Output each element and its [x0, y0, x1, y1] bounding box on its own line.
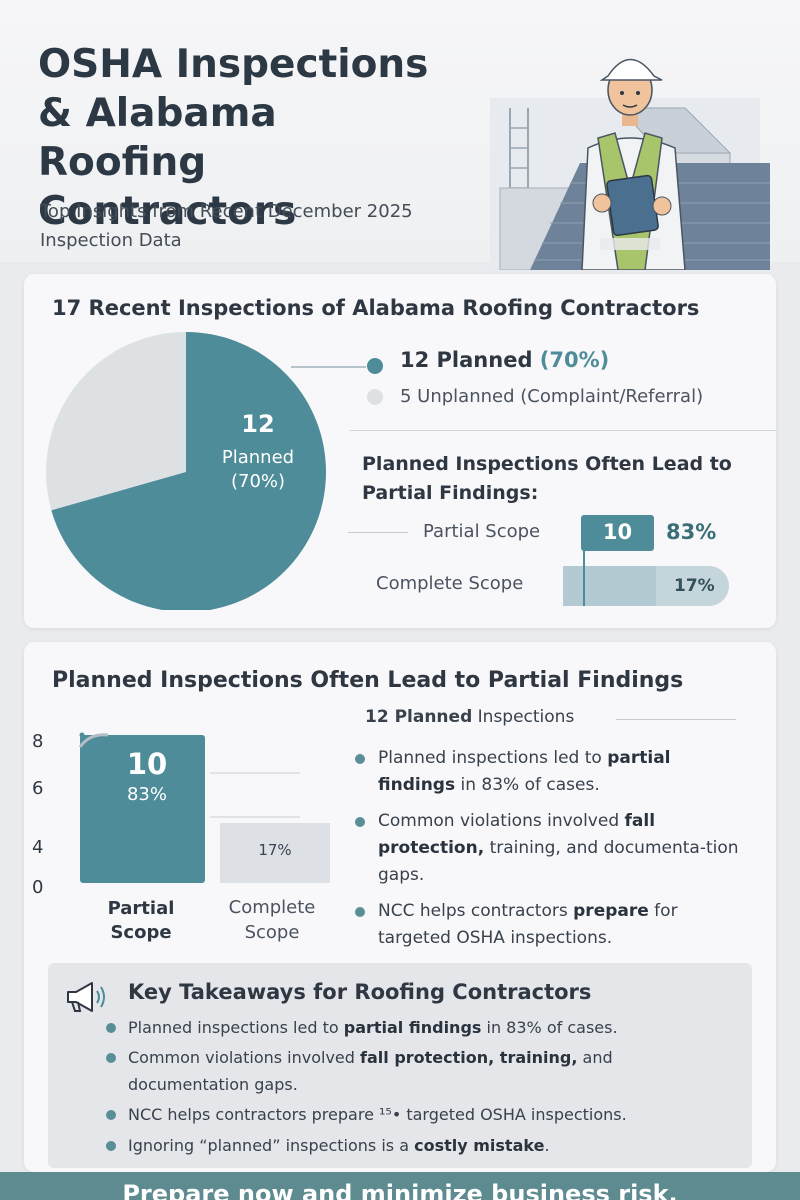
- section1-title: 17 Recent Inspections of Alabama Roofing…: [52, 296, 700, 320]
- takeaway-item-3: NCC helps contractors prepare ¹⁵• target…: [128, 1105, 627, 1124]
- bar-value-partial: 10: [127, 747, 167, 781]
- takeaway-item-2: Common violations involved fall protecti…: [128, 1048, 613, 1094]
- bullet-dot: [355, 817, 365, 827]
- bar-chart-grid: [210, 772, 300, 818]
- section2-bullet-1: Planned inspections led to partial findi…: [378, 748, 671, 795]
- footer-banner: Prepare now and minimize business risk.: [0, 1172, 800, 1200]
- pie-slice-unplanned: [45, 332, 186, 511]
- bar-label-complete: Complete Scope: [376, 573, 524, 594]
- partial-findings-subheading: Planned Inspections Often Lead to Partia…: [362, 453, 732, 504]
- y-tick-label: 4: [32, 837, 43, 858]
- divider: [350, 430, 776, 431]
- bar-partial-value: 10: [602, 520, 633, 544]
- section2-bullet-3: NCC helps contractors prepare for target…: [378, 901, 678, 948]
- legend-planned: 12 Planned (70%): [400, 348, 610, 372]
- planned-count-rule: [616, 719, 736, 720]
- bar-partial-scope: [581, 515, 654, 551]
- bar-chart-ticks: 0 4 6 8: [32, 731, 43, 898]
- y-tick-label: 0: [32, 877, 43, 898]
- bar-label-partial: Partial Scope: [423, 521, 541, 542]
- pie-percent-label: (70%): [231, 471, 285, 492]
- roofing-worker-illustration: [490, 58, 770, 270]
- bar-rule: [348, 532, 408, 533]
- bar-xlabel-complete-line2: Scope: [245, 922, 300, 943]
- bullet-dot: [106, 1023, 116, 1033]
- bullet-dot: [355, 907, 365, 917]
- y-tick-label: 6: [32, 778, 43, 799]
- megaphone-icon: [67, 982, 105, 1012]
- takeaways-title: Key Takeaways for Roofing Contractors: [128, 980, 592, 1004]
- bar-tick: [583, 548, 585, 606]
- bar-pct-complete: 17%: [258, 841, 291, 859]
- key-takeaways-box: [48, 963, 752, 1168]
- bar-xlabel-partial-line2: Scope: [110, 922, 171, 943]
- pie-category-label: Planned: [222, 447, 294, 468]
- y-tick-label: 8: [32, 731, 43, 752]
- bar-complete-scope: [563, 566, 656, 606]
- legend-dot-unplanned: [367, 389, 383, 405]
- page-subtitle: Top Insights from Recent December 2025 I…: [40, 201, 413, 251]
- bullet-dot: [106, 1053, 116, 1063]
- takeaway-item-1: Planned inspections led to partial findi…: [128, 1018, 618, 1037]
- bar-rect-partial: [80, 735, 205, 883]
- bar-xlabel-partial-line1: Partial: [108, 898, 175, 919]
- footer-text: Prepare now and minimize business risk.: [122, 1180, 678, 1200]
- legend-dot-planned: [367, 358, 383, 374]
- corner-dot: [79, 732, 85, 738]
- bar-complete-pct: 17%: [674, 576, 715, 596]
- bar-pct-partial: 83%: [127, 784, 167, 805]
- inspections-pie-chart: 12 Planned (70%): [45, 332, 366, 610]
- corner-swoosh: [78, 733, 109, 748]
- section2-bullet-2: Common violations involved fall protecti…: [378, 811, 739, 885]
- bullet-dot: [355, 754, 365, 764]
- section2-title: Planned Inspections Often Lead to Partia…: [52, 668, 684, 693]
- bar-xlabel-complete-line1: Complete: [229, 897, 316, 918]
- planned-count-label: 12 Planned Inspections: [365, 707, 575, 727]
- bullet-dot: [106, 1141, 116, 1151]
- pie-value-label: 12: [241, 410, 274, 438]
- bar-partial-pct: 83%: [666, 520, 717, 544]
- findings-bar-chart: 0 4 6 8 10 83% 17% Partial Scope Complete S…: [32, 731, 330, 943]
- bullet-dot: [106, 1110, 116, 1120]
- page-title: OSHA Inspections & Alabama Roofing Contr…: [38, 42, 429, 234]
- pie-slice-planned: [51, 332, 326, 610]
- bar-rect-complete: [220, 823, 330, 883]
- takeaway-item-4: Ignoring “planned” inspections is a cost…: [128, 1136, 550, 1155]
- legend-unplanned: 5 Unplanned (Complaint/Referral): [400, 386, 704, 407]
